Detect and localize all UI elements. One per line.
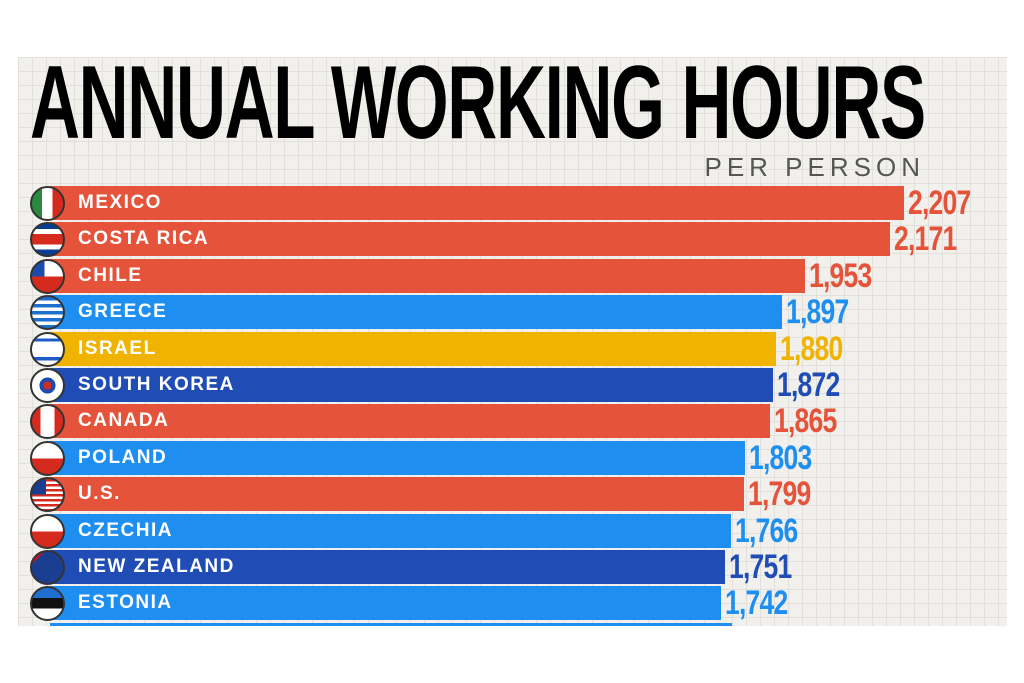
bar: [50, 513, 731, 548]
value-label: 1,897: [786, 293, 849, 332]
flag-usa-icon: [30, 477, 65, 513]
flag-chile-icon: [30, 258, 65, 294]
country-label: GREECE: [78, 301, 168, 323]
bar: [50, 550, 726, 584]
country-label: MEXICO: [78, 192, 162, 213]
flag-estonia-icon: [30, 586, 65, 622]
value-label: 1,751: [729, 548, 792, 586]
flag-israel-icon: [30, 331, 65, 367]
country-label: ESTONIA: [78, 592, 173, 614]
country-label: CHILE: [78, 264, 143, 286]
value-label: 2,171: [894, 220, 957, 259]
country-label: U.S.: [78, 483, 121, 505]
flag-poland-icon: [30, 440, 65, 476]
country-label: COSTA RICA: [78, 228, 210, 250]
bar: [50, 258, 805, 293]
value-label: 1,880: [779, 329, 843, 368]
value-label: 1,742: [725, 584, 788, 623]
chart-subtitle: PER PERSON: [704, 152, 925, 182]
flag-czechia-icon: [30, 513, 65, 549]
country-label: SOUTH KOREA: [78, 374, 235, 395]
bar: [50, 295, 783, 330]
country-label: POLAND: [78, 446, 168, 468]
country-label: CANADA: [78, 410, 170, 432]
bar: [50, 186, 905, 220]
value-label: 1,865: [773, 402, 837, 441]
flag-mexico-icon: [30, 186, 65, 221]
bar: [50, 622, 732, 626]
flag-greece-icon: [30, 295, 65, 331]
country-label: NEW ZEALAND: [78, 556, 235, 577]
bar: [50, 331, 776, 366]
value-label: 2,207: [908, 184, 971, 222]
flag-costa-rica-icon: [30, 222, 65, 258]
bar: [50, 586, 722, 621]
bar: [50, 368, 773, 402]
bar: [50, 440, 746, 475]
bar: [50, 404, 770, 439]
country-label: ISRAEL: [78, 337, 157, 359]
flag-new-zealand-icon: [30, 550, 65, 585]
chart-title: ANNUAL WORKING HOURS: [30, 57, 926, 161]
value-label: 1,953: [808, 256, 872, 295]
flag-canada-icon: [30, 404, 65, 440]
value-label: 1,799: [747, 475, 811, 514]
value-label: 1,803: [749, 438, 812, 477]
country-label: CZECHIA: [78, 519, 173, 541]
bar: [50, 477, 744, 512]
value-label: 1,872: [776, 366, 840, 404]
bar: [50, 222, 891, 257]
infographic-panel: ANNUAL WORKING HOURS PER PERSON MEXICO# …: [18, 57, 1007, 626]
value-label: 1,766: [734, 511, 798, 550]
flag-south-korea-icon: [30, 368, 65, 403]
